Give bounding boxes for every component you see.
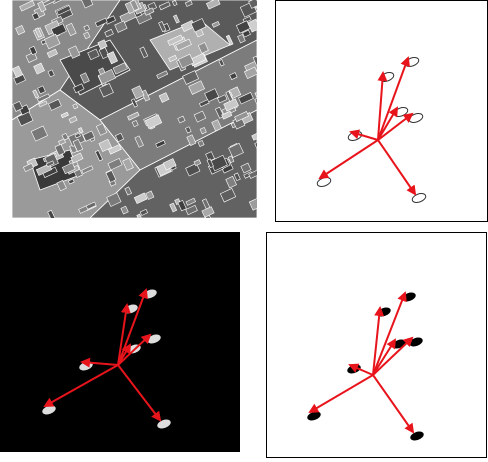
panel-frame [0,232,240,452]
figure [0,0,488,462]
panel-frame [276,1,488,222]
segment [257,2,262,8]
segment [255,94,270,107]
segment [255,87,271,100]
segmented-image [12,0,271,222]
